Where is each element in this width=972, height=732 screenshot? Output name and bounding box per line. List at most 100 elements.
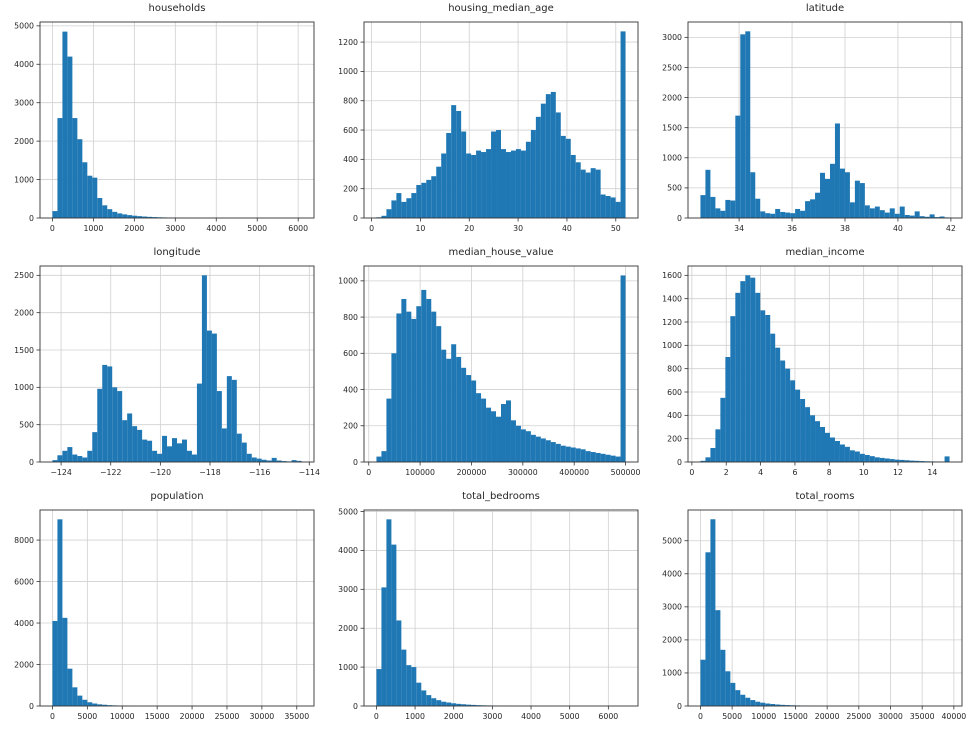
svg-text:0: 0 bbox=[698, 712, 703, 721]
svg-text:10000: 10000 bbox=[751, 712, 776, 721]
svg-text:1500: 1500 bbox=[662, 123, 682, 132]
svg-text:0: 0 bbox=[374, 712, 379, 721]
subplot-latitude: latitude 34 36 38 40 42 0 500 1000 1500 2000 2500 3… bbox=[648, 0, 972, 244]
svg-text:3000: 3000 bbox=[662, 603, 682, 612]
svg-text:0: 0 bbox=[29, 458, 34, 467]
svg-text:4000: 4000 bbox=[14, 60, 34, 69]
svg-text:1000: 1000 bbox=[83, 224, 103, 233]
svg-text:15000: 15000 bbox=[145, 712, 170, 721]
subplot-title-longitude: longitude bbox=[153, 247, 201, 258]
svg-text:2000: 2000 bbox=[338, 624, 358, 633]
svg-text:800: 800 bbox=[343, 313, 358, 322]
svg-text:1200: 1200 bbox=[662, 318, 682, 327]
svg-text:−118: −118 bbox=[199, 468, 220, 477]
svg-text:400000: 400000 bbox=[559, 468, 589, 477]
svg-text:800: 800 bbox=[667, 364, 682, 373]
svg-text:−120: −120 bbox=[150, 468, 171, 477]
svg-text:20000: 20000 bbox=[815, 712, 840, 721]
histogram-plot-total-rooms: 0 5000 10000 15000 20000 25000 30000 35000 40000… bbox=[662, 509, 966, 721]
svg-text:2000: 2000 bbox=[662, 636, 682, 645]
svg-text:42: 42 bbox=[946, 224, 956, 233]
svg-text:38: 38 bbox=[840, 224, 850, 233]
svg-text:30000: 30000 bbox=[249, 712, 274, 721]
histogram-plot-latitude: 34 36 38 40 42 0 500 1000 1500 2000 2500 3000 bbox=[662, 21, 963, 233]
svg-text:35000: 35000 bbox=[910, 712, 935, 721]
svg-text:5000: 5000 bbox=[560, 712, 580, 721]
svg-text:0: 0 bbox=[29, 702, 34, 711]
svg-text:2: 2 bbox=[724, 468, 729, 477]
svg-text:1500: 1500 bbox=[14, 346, 34, 355]
svg-text:6: 6 bbox=[792, 468, 797, 477]
svg-text:0: 0 bbox=[50, 712, 55, 721]
histogram-plot-households: 0 1000 2000 3000 4000 5000 6000 0 1000 2000 3000 40… bbox=[14, 21, 315, 233]
svg-text:600: 600 bbox=[343, 349, 358, 358]
svg-text:1000: 1000 bbox=[338, 67, 358, 76]
svg-text:5000: 5000 bbox=[77, 712, 97, 721]
svg-text:30: 30 bbox=[513, 224, 523, 233]
svg-text:0: 0 bbox=[353, 214, 358, 223]
svg-text:1000: 1000 bbox=[662, 154, 682, 163]
svg-text:1000: 1000 bbox=[338, 277, 358, 286]
svg-text:2000: 2000 bbox=[124, 224, 144, 233]
subplot-title-median-house-value: median_house_value bbox=[448, 247, 554, 258]
histogram-plot-median-income: 0 2 4 6 8 10 12 14 0 200 400 600 800 1000 1200 1400 1600 bbox=[662, 265, 963, 477]
svg-text:5000: 5000 bbox=[662, 537, 682, 546]
svg-text:34: 34 bbox=[734, 224, 744, 233]
subplot-title-total-bedrooms: total_bedrooms bbox=[462, 491, 540, 502]
svg-text:8000: 8000 bbox=[14, 536, 34, 545]
svg-text:4000: 4000 bbox=[338, 546, 358, 555]
svg-text:25000: 25000 bbox=[215, 712, 240, 721]
svg-text:3000: 3000 bbox=[165, 224, 185, 233]
svg-text:200: 200 bbox=[343, 422, 358, 431]
subplot-households: households 0 1000 2000 3000 4000 5000 6000 0 100… bbox=[0, 0, 324, 244]
histogram-plot-total-bedrooms: 0 1000 2000 3000 4000 5000 6000 0 1000 2000 3000 40… bbox=[338, 507, 639, 721]
svg-text:200: 200 bbox=[343, 184, 358, 193]
svg-text:−124: −124 bbox=[50, 468, 71, 477]
svg-text:15000: 15000 bbox=[783, 712, 808, 721]
svg-text:500: 500 bbox=[19, 420, 34, 429]
svg-text:30000: 30000 bbox=[878, 712, 903, 721]
svg-text:5000: 5000 bbox=[722, 712, 742, 721]
svg-text:1000: 1000 bbox=[405, 712, 425, 721]
svg-text:6000: 6000 bbox=[288, 224, 308, 233]
subplot-title-housing-median-age: housing_median_age bbox=[448, 3, 554, 14]
svg-text:800: 800 bbox=[343, 97, 358, 106]
svg-text:5000: 5000 bbox=[14, 22, 34, 31]
subplot-total-rooms: total_rooms 0 5000 10000 15000 20000 25000 300… bbox=[648, 488, 972, 732]
histogram-plot-housing-median-age: 0 10 20 30 40 50 0 200 400 600 800 1000 1200 bbox=[338, 21, 639, 233]
svg-text:400: 400 bbox=[343, 385, 358, 394]
subplot-title-population: population bbox=[150, 491, 204, 502]
svg-text:2000: 2000 bbox=[662, 93, 682, 102]
svg-text:10: 10 bbox=[859, 468, 869, 477]
svg-text:4000: 4000 bbox=[521, 712, 541, 721]
svg-text:1000: 1000 bbox=[662, 341, 682, 350]
svg-text:6000: 6000 bbox=[598, 712, 618, 721]
svg-text:20: 20 bbox=[464, 224, 474, 233]
svg-text:1600: 1600 bbox=[662, 271, 682, 280]
subplot-total-bedrooms: total_bedrooms 0 1000 2000 3000 4000 5000 6000… bbox=[324, 488, 648, 732]
subplot-longitude: longitude −124 −122 −120 −118 −116 −114 0 500 10… bbox=[0, 244, 324, 488]
svg-text:100000: 100000 bbox=[405, 468, 435, 477]
subplot-median-house-value: median_house_value 0 100000 200000 300000 40… bbox=[324, 244, 648, 488]
svg-text:25000: 25000 bbox=[846, 712, 871, 721]
svg-text:1000: 1000 bbox=[14, 383, 34, 392]
svg-text:0: 0 bbox=[369, 224, 374, 233]
svg-text:5000: 5000 bbox=[247, 224, 267, 233]
svg-text:20000: 20000 bbox=[180, 712, 205, 721]
svg-text:14: 14 bbox=[927, 468, 937, 477]
svg-text:10: 10 bbox=[415, 224, 425, 233]
svg-text:−116: −116 bbox=[249, 468, 270, 477]
svg-text:300000: 300000 bbox=[508, 468, 538, 477]
svg-text:1000: 1000 bbox=[662, 669, 682, 678]
svg-text:600: 600 bbox=[343, 126, 358, 135]
subplot-title-median-income: median_income bbox=[785, 247, 865, 258]
svg-text:12: 12 bbox=[893, 468, 903, 477]
svg-text:0: 0 bbox=[353, 702, 358, 711]
svg-text:4000: 4000 bbox=[206, 224, 226, 233]
svg-text:5000: 5000 bbox=[338, 507, 358, 516]
svg-text:3000: 3000 bbox=[662, 33, 682, 42]
svg-text:3000: 3000 bbox=[338, 585, 358, 594]
svg-text:2000: 2000 bbox=[444, 712, 464, 721]
svg-text:500000: 500000 bbox=[611, 468, 641, 477]
